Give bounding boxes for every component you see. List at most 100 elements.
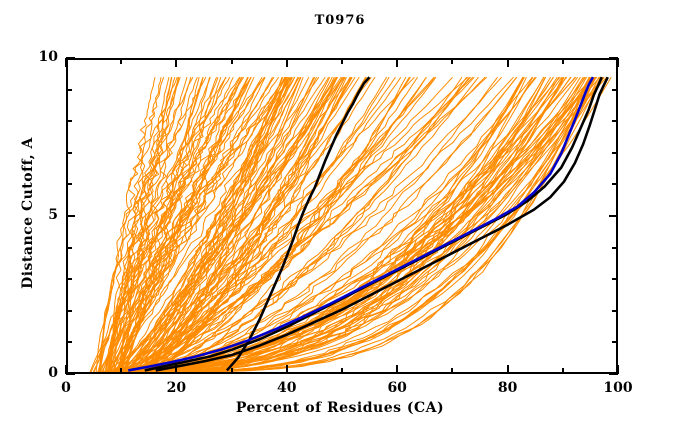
y-tick-left [66,120,72,123]
ensemble-curve [104,76,415,372]
y-tick-left [66,246,72,249]
ensemble-curve [125,76,344,372]
ensemble-curve [140,76,333,372]
x-tick-top [396,58,399,67]
ensemble-curve [124,76,436,372]
ensemble-curve [120,76,280,372]
ensemble-curve [100,76,275,372]
x-tick-top [65,58,67,67]
y-tick-right [612,309,618,312]
ensemble-curve [109,76,227,372]
y-tick-right [609,373,618,375]
plot-area [66,58,618,374]
x-tick-top [617,58,619,67]
ensemble-curve [101,76,252,372]
ensemble-curve [110,76,331,372]
page-title: T0976 [314,13,366,28]
highlight-series-group [128,76,609,372]
x-tick-bottom [506,365,509,374]
ensemble-curve [117,76,479,372]
y-tick-left [66,373,75,375]
y-tick-right [609,57,618,59]
ensemble-curve [108,76,514,372]
y-axis-title: Distance Cutoff, A [20,137,36,289]
ensemble-curve [124,76,302,372]
ensemble-curve [123,76,310,372]
x-tick-bottom [561,368,564,374]
ensemble-curve [127,76,390,372]
ensemble-curve [107,76,241,372]
x-axis-title: Percent of Residues (CA) [235,400,445,416]
x-tick-bottom [175,365,178,374]
ensemble-curve [110,76,181,372]
y-tick-right [612,341,618,344]
ensemble-curve [138,76,488,372]
x-tick-top [175,58,178,67]
y-tick-left [66,278,72,281]
x-tick-bottom [230,368,233,374]
y-tick-left [66,215,75,217]
ensemble-curve [111,76,471,372]
ensemble-curve [99,76,252,372]
highlight-curve-black-upper-steep [225,76,371,372]
x-tick-top [285,58,288,67]
y-tick-label: 10 [38,49,58,65]
y-tick-left [66,57,75,59]
x-tick-top [230,58,233,64]
x-tick-label: 40 [277,380,297,396]
y-tick-label: 5 [48,207,58,223]
ensemble-curve [142,76,435,372]
x-tick-bottom [285,365,288,374]
x-tick-top [506,58,509,67]
ensemble-curve [104,76,605,372]
y-tick-label: 0 [48,365,58,381]
x-tick-label: 0 [61,380,71,396]
plot-canvas [89,76,612,372]
ensemble-curve [110,76,518,372]
ensemble-curve [122,76,326,372]
x-tick-bottom [65,365,67,374]
highlight-curve-blue-reference [128,76,595,372]
ensemble-curve [95,76,207,372]
y-tick-right [612,183,618,186]
highlight-curve-black-lower-secondary [155,76,609,372]
x-tick-bottom [120,368,123,374]
y-tick-left [66,88,72,91]
ensemble-series-group [89,76,612,372]
y-tick-right [612,120,618,123]
x-tick-label: 60 [387,380,407,396]
x-tick-bottom [396,365,399,374]
ensemble-curve [149,76,293,372]
x-tick-label: 80 [497,380,518,396]
x-tick-label: 100 [603,380,633,396]
ensemble-curve [121,76,219,372]
x-tick-top [561,58,564,64]
ensemble-curve [108,76,287,372]
y-tick-right [612,278,618,281]
ensemble-curve [100,76,581,372]
x-tick-bottom [341,368,343,374]
ensemble-curve [100,76,165,372]
x-tick-top [451,58,454,64]
x-tick-top [341,58,343,64]
ensemble-curve [104,76,605,372]
y-tick-right [612,151,618,154]
x-tick-label: 20 [166,380,187,396]
y-tick-right [612,246,618,249]
x-tick-top [120,58,123,64]
x-tick-bottom [451,368,454,374]
ensemble-curve [110,77,156,372]
y-tick-right [612,88,618,91]
ensemble-curve [105,76,265,372]
x-tick-bottom [617,365,619,374]
y-tick-left [66,309,72,312]
ensemble-curve [90,76,241,372]
y-tick-left [66,151,72,154]
ensemble-curve [111,76,486,372]
ensemble-curve [113,76,287,372]
ensemble-curve [104,77,179,372]
y-tick-right [609,215,618,217]
ensemble-curve [89,76,293,372]
ensemble-curve [132,76,360,372]
